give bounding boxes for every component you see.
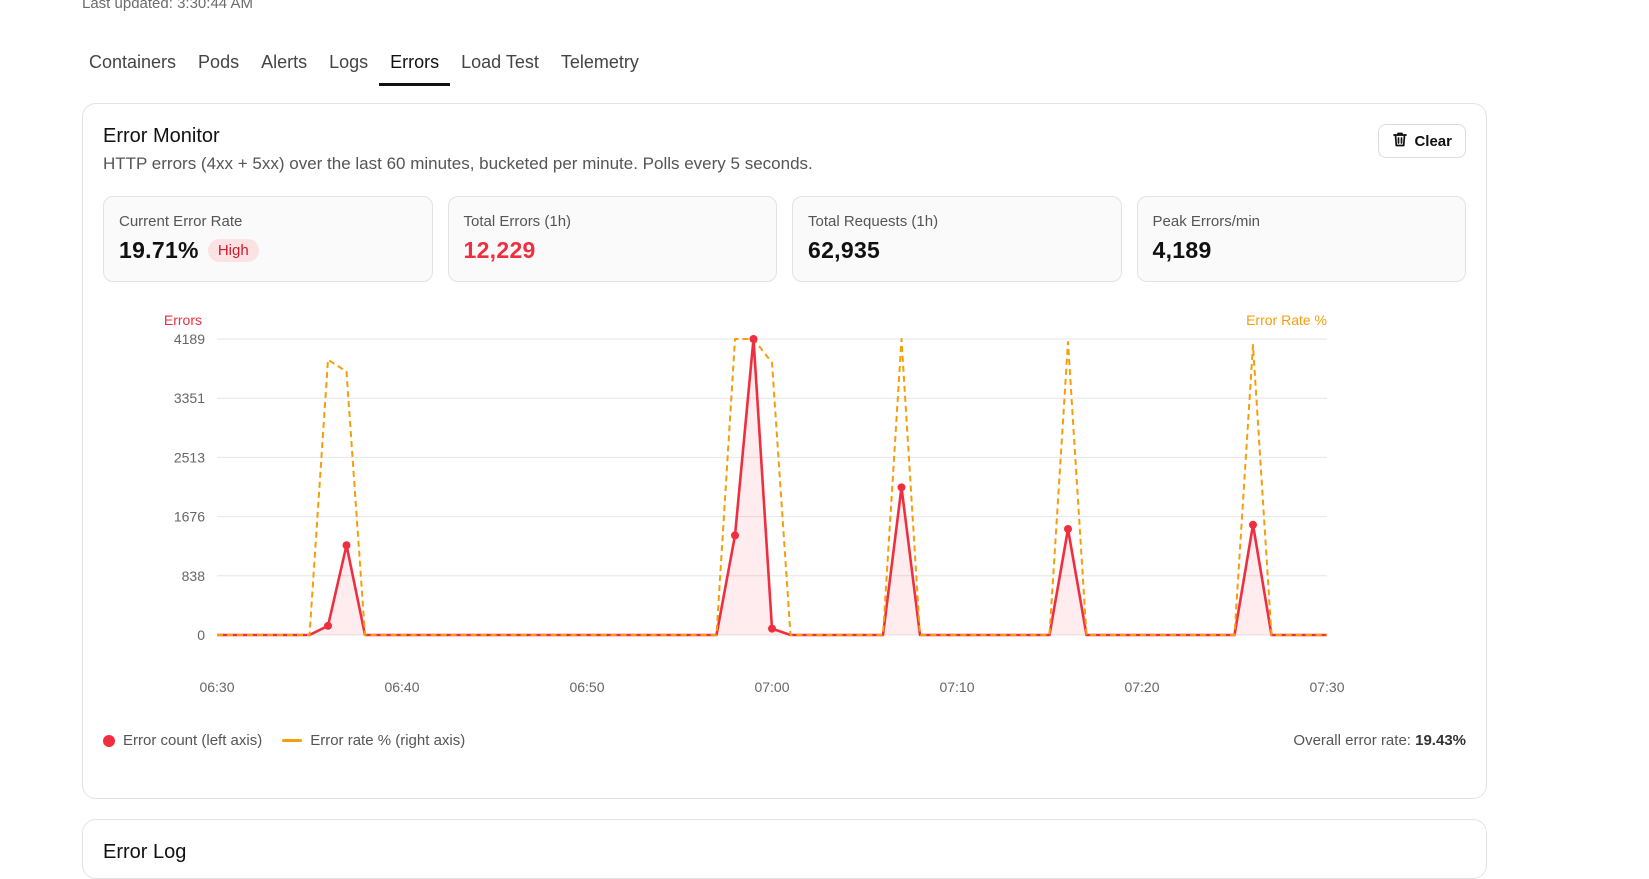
x-tick-label: 07:10 (939, 679, 974, 695)
y-axis-right-title: Error Rate % (1246, 312, 1327, 328)
trash-icon (1392, 131, 1408, 152)
stat-label: Peak Errors/min (1152, 213, 1261, 230)
errors-point (1249, 520, 1257, 529)
stat-label: Total Requests (1h) (808, 213, 939, 230)
errors-point (731, 531, 739, 540)
legend-rate-label: Error rate % (right axis) (310, 732, 466, 749)
tab-errors[interactable]: Errors (379, 50, 451, 86)
error-monitor-card: Error Monitor HTTP errors (4xx + 5xx) ov… (82, 103, 1487, 799)
errors-point (897, 483, 906, 492)
stat-total-errors: Total Errors (1h) 12,229 (447, 196, 777, 282)
tab-bar: Containers Pods Alerts Logs Errors Load … (78, 50, 650, 86)
chart-legend: Error count (left axis) Error rate % (ri… (103, 732, 465, 749)
tab-pods[interactable]: Pods (198, 52, 240, 72)
errors-point (342, 541, 351, 550)
errors-area (217, 339, 1327, 635)
error-rate-series-line (217, 338, 1327, 636)
stat-value: 4,189 (1152, 237, 1212, 263)
x-tick-label: 06:30 (199, 679, 234, 695)
x-tick-label: 07:30 (1309, 679, 1344, 695)
clear-button-label: Clear (1414, 132, 1452, 150)
stat-current-error-rate: Current Error Rate 19.71% High (103, 196, 433, 282)
y-tick-label: 2513 (174, 449, 205, 465)
errors-series-line (217, 337, 1327, 637)
error-chart: 0 838 1676 2513 3351 4189 Errors Error Rate % 06… (164, 312, 1345, 695)
tab-load-test[interactable]: Load Test (461, 52, 539, 72)
y-tick-label: 838 (182, 568, 206, 584)
overall-error-rate-value: 19.43% (1415, 732, 1466, 749)
stats-row: Current Error Rate 19.71% High Total Err… (103, 196, 1466, 282)
x-tick-label: 06:40 (384, 679, 419, 695)
x-tick-label: 06:50 (569, 679, 604, 695)
y-tick-label: 1676 (174, 509, 205, 525)
card-title: Error Monitor (103, 125, 220, 147)
stat-total-requests: Total Requests (1h) 62,935 (792, 196, 1122, 282)
stat-value: 19.71% (119, 237, 199, 263)
last-updated-text: Last updated: 3:30:44 AM (82, 0, 253, 12)
x-tick-label: 07:00 (754, 679, 789, 695)
x-tick-label: 07:20 (1124, 679, 1159, 695)
stat-value: 62,935 (808, 237, 881, 263)
tab-telemetry[interactable]: Telemetry (560, 52, 639, 72)
clear-button[interactable]: Clear (1378, 124, 1466, 158)
y-tick-label: 0 (197, 627, 205, 643)
errors-point (768, 624, 776, 633)
status-badge: High (207, 239, 259, 262)
error-log-card: Error Log (82, 819, 1487, 879)
stat-peak-errors: Peak Errors/min 4,189 (1136, 196, 1466, 282)
legend-rate-swatch (282, 739, 303, 742)
errors-point (324, 621, 332, 630)
tab-alerts[interactable]: Alerts (261, 52, 308, 72)
legend-errors-swatch (103, 734, 115, 747)
legend-errors-label: Error count (left axis) (123, 732, 263, 749)
errors-point (749, 335, 758, 343)
overall-error-rate-label: Overall error rate: (1293, 732, 1416, 749)
y-tick-label: 3351 (174, 390, 205, 406)
tab-logs[interactable]: Logs (329, 52, 369, 72)
stat-value: 12,229 (463, 237, 536, 263)
y-tick-label: 4189 (174, 331, 205, 347)
y-axis-left-title: Errors (164, 312, 202, 328)
tab-containers[interactable]: Containers (89, 52, 177, 72)
card-subtitle: HTTP errors (4xx + 5xx) over the last 60… (103, 154, 813, 173)
overall-error-rate: Overall error rate: 19.43% (1293, 732, 1466, 749)
error-log-title: Error Log (103, 841, 187, 863)
errors-point (1064, 525, 1072, 534)
stat-label: Current Error Rate (119, 213, 243, 230)
stat-label: Total Errors (1h) (463, 213, 572, 230)
